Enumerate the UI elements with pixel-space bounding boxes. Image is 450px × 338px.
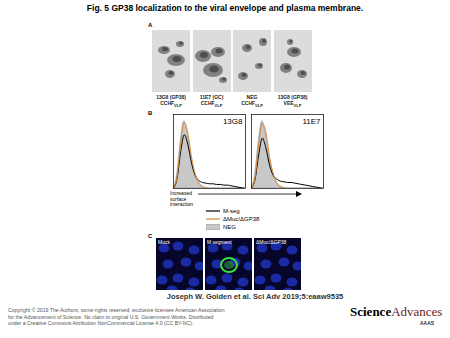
html-text:M segment: M segment (207, 239, 232, 245)
html-text:ΔMuc/ΔGP38: ΔMuc/ΔGP38 (256, 239, 287, 245)
html-text:for the Advancement of Science: for the Advancement of Science. No claim… (8, 313, 214, 320)
html-text:11E7 (GC): 11E7 (GC) (199, 94, 224, 100)
svg-text:11E7: 11E7 (302, 117, 321, 126)
html-text:Joseph W. Golden et al. Sci Ad: Joseph W. Golden et al. Sci Adv 2019;5:e… (166, 292, 344, 301)
html-text:CCHFVLP: CCHFVLP (200, 100, 223, 108)
html-text:NEG: NEG (246, 94, 258, 100)
html-text:M-seg: M-seg (223, 208, 240, 214)
html-text:A: A (148, 22, 153, 28)
html-text:CCHFVLP: CCHFVLP (160, 100, 182, 108)
html-text:Science Advances: Science Advances (350, 304, 443, 319)
html-text:AAAS: AAAS (420, 320, 435, 326)
html-text:NEG: NEG (223, 224, 236, 230)
html-text:Fig. 5 GP38 localization to th: Fig. 5 GP38 localization to the viral en… (86, 3, 364, 13)
html-text:under a Creative Commons Attri: under a Creative Commons Attribution Non… (8, 320, 194, 326)
html-text:VEEVLP: VEEVLP (283, 100, 302, 108)
html-text:13G8 (GP38): 13G8 (GP38) (156, 94, 186, 100)
html-text:B: B (148, 110, 153, 116)
html-text:Increased surface interaction: Increased surface interaction (170, 190, 194, 207)
svg-text:13G8: 13G8 (223, 117, 243, 126)
html-text:Copyright © 2019 The Authors,: Copyright © 2019 The Authors, some right… (8, 307, 225, 313)
html-text:ΔMuc/ΔGP38: ΔMuc/ΔGP38 (223, 216, 260, 222)
html-text:C: C (148, 233, 153, 239)
html-text:CCHFVLP: CCHFVLP (241, 100, 263, 108)
html-text:13G8 (GP38): 13G8 (GP38) (277, 94, 308, 100)
html-text:Mock: Mock (158, 239, 170, 245)
